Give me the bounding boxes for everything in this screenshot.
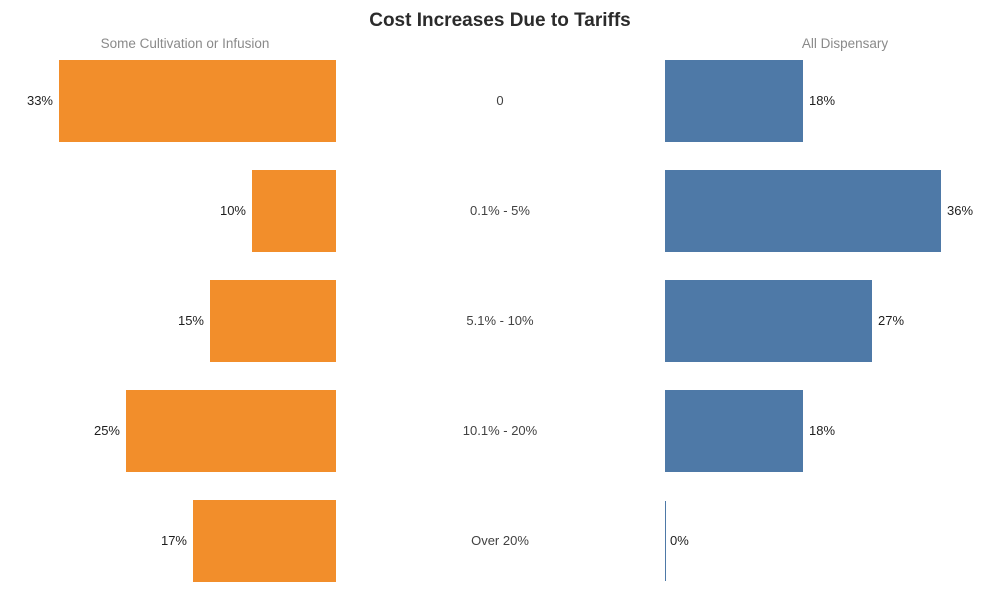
left-bar-value-label: 25% — [93, 423, 120, 438]
category-label: 10.1% - 20% — [462, 423, 538, 438]
right-bar-value-label: 18% — [809, 423, 836, 438]
right-bar-2[interactable] — [665, 280, 872, 362]
left-bar-value-label: 15% — [177, 313, 204, 328]
left-bar-value-label: 10% — [219, 203, 246, 218]
left-bar-4[interactable] — [193, 500, 336, 582]
left-bar-2[interactable] — [210, 280, 336, 362]
right-bar-0[interactable] — [665, 60, 803, 142]
right-bar-value-label: 18% — [809, 93, 836, 108]
left-bar-value-label: 33% — [26, 93, 53, 108]
right-panel-header: All Dispensary — [801, 36, 889, 51]
category-label: 0.1% - 5% — [470, 203, 530, 218]
left-panel-header: Some Cultivation or Infusion — [100, 36, 270, 51]
left-bar-1[interactable] — [252, 170, 336, 252]
right-bar-3[interactable] — [665, 390, 803, 472]
left-bar-value-label: 17% — [160, 533, 187, 548]
left-bar-3[interactable] — [126, 390, 336, 472]
category-label: 5.1% - 10% — [466, 313, 534, 328]
right-bar-value-label: 27% — [878, 313, 905, 328]
chart-title: Cost Increases Due to Tariffs — [369, 10, 631, 31]
left-bar-0[interactable] — [59, 60, 336, 142]
right-bar-value-label: 36% — [947, 203, 974, 218]
category-label: Over 20% — [471, 533, 529, 548]
category-label: 0 — [496, 93, 504, 108]
right-bar-value-label: 0% — [670, 533, 689, 548]
zero-axis-line — [665, 501, 666, 581]
right-bar-1[interactable] — [665, 170, 941, 252]
